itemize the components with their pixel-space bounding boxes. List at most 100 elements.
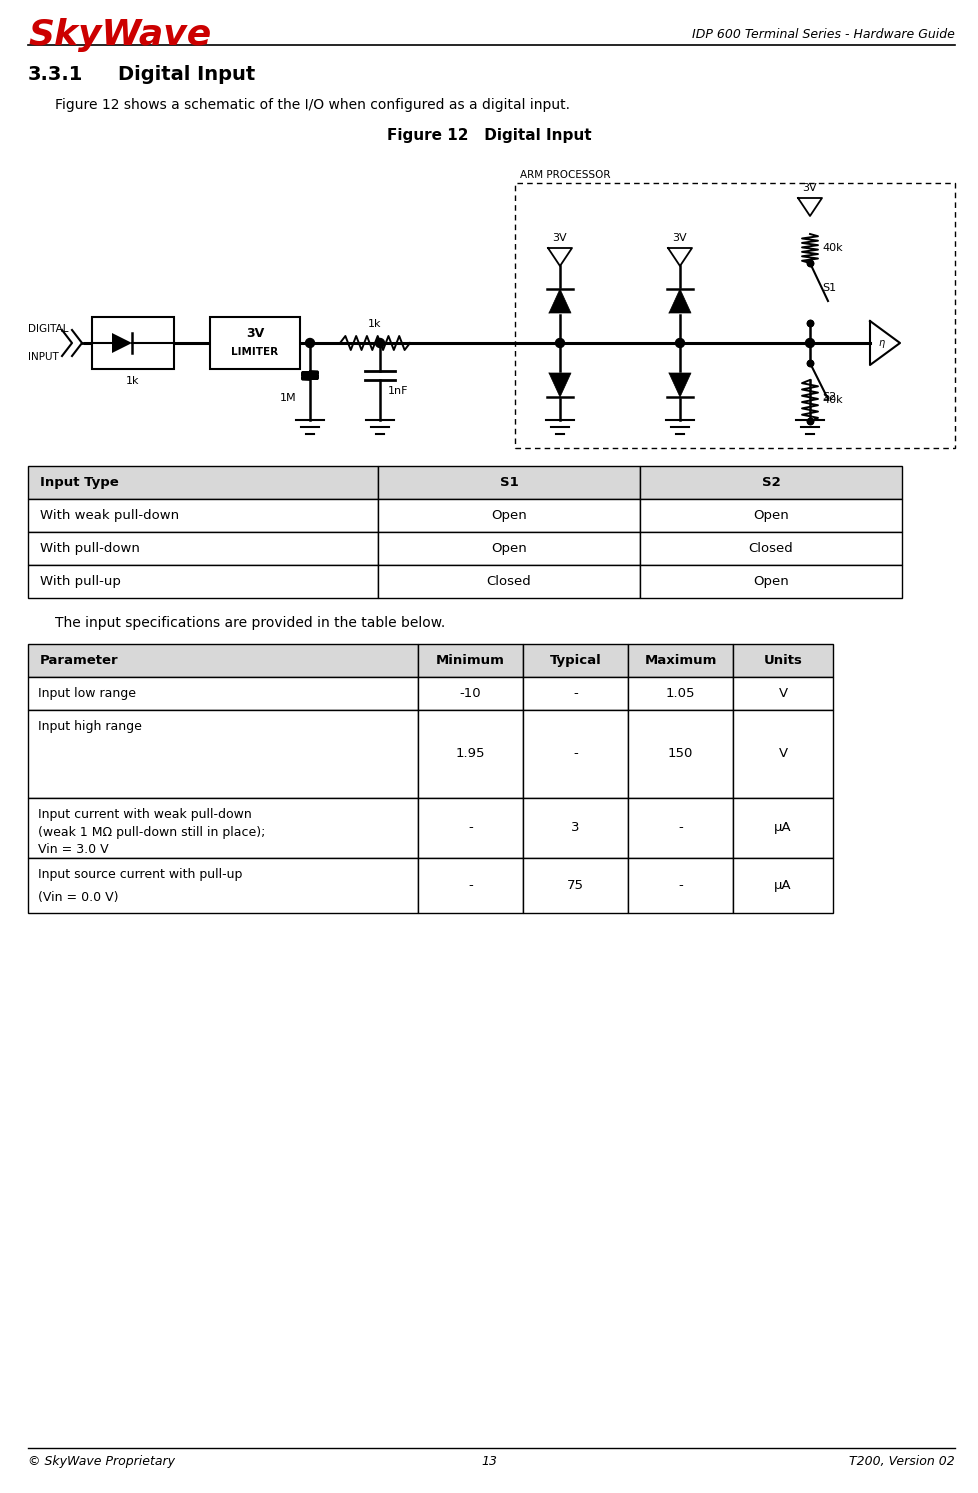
Text: Input Type: Input Type	[40, 476, 118, 490]
Text: Typical: Typical	[549, 654, 600, 667]
Circle shape	[555, 339, 564, 348]
Text: -10: -10	[460, 687, 481, 700]
Text: LIMITER: LIMITER	[231, 346, 279, 357]
Text: -: -	[467, 821, 472, 835]
Text: η: η	[877, 337, 883, 348]
Text: (Vin = 0.0 V): (Vin = 0.0 V)	[38, 891, 118, 903]
Text: With pull-down: With pull-down	[40, 542, 140, 555]
Text: 40k: 40k	[822, 243, 842, 254]
Text: 75: 75	[566, 879, 584, 891]
Bar	[733, 711, 832, 797]
Text: DIGITAL: DIGITAL	[28, 324, 68, 334]
Text: Vin = 3.0 V: Vin = 3.0 V	[38, 844, 109, 857]
Text: μA: μA	[774, 821, 791, 835]
Circle shape	[675, 339, 684, 348]
Text: 1.05: 1.05	[665, 687, 694, 700]
Text: 3.3.1: 3.3.1	[28, 66, 83, 84]
Bar	[522, 643, 627, 676]
Text: 1k: 1k	[368, 320, 381, 328]
Polygon shape	[111, 333, 132, 352]
Text: V: V	[778, 687, 786, 700]
Bar	[522, 797, 627, 858]
Polygon shape	[668, 373, 690, 397]
Text: -: -	[572, 687, 577, 700]
Bar	[28, 797, 418, 858]
Text: T200, Version 02: T200, Version 02	[848, 1456, 954, 1468]
Bar	[522, 711, 627, 797]
Bar	[28, 532, 378, 564]
Text: 1nF: 1nF	[387, 387, 408, 396]
Text: (weak 1 MΩ pull-down still in place);: (weak 1 MΩ pull-down still in place);	[38, 826, 265, 839]
Bar	[210, 317, 299, 369]
Text: Open: Open	[491, 509, 526, 523]
Text: SkyWave: SkyWave	[28, 18, 211, 52]
Text: IDP 600 Terminal Series - Hardware Guide: IDP 600 Terminal Series - Hardware Guide	[691, 28, 954, 40]
Text: -: -	[678, 821, 683, 835]
Text: 1k: 1k	[126, 376, 140, 387]
Bar	[92, 317, 174, 369]
Text: S1: S1	[499, 476, 517, 490]
Circle shape	[376, 339, 384, 348]
Text: © SkyWave Proprietary: © SkyWave Proprietary	[28, 1456, 175, 1468]
Text: Digital Input: Digital Input	[118, 66, 255, 84]
Text: Units: Units	[763, 654, 802, 667]
Text: 1.95: 1.95	[456, 748, 485, 760]
Bar	[627, 643, 733, 676]
Text: 40k: 40k	[822, 396, 842, 406]
Text: Closed: Closed	[486, 575, 531, 588]
Text: V: V	[778, 748, 786, 760]
Text: 3V: 3V	[672, 233, 687, 243]
Bar	[733, 676, 832, 711]
Text: S2: S2	[761, 476, 779, 490]
Text: ARM PROCESSOR: ARM PROCESSOR	[519, 170, 610, 181]
Bar	[640, 564, 901, 599]
Text: Input high range: Input high range	[38, 720, 142, 733]
Text: Input current with weak pull-down: Input current with weak pull-down	[38, 808, 251, 821]
Bar	[418, 676, 522, 711]
Text: -: -	[572, 748, 577, 760]
Text: The input specifications are provided in the table below.: The input specifications are provided in…	[55, 617, 445, 630]
Bar	[627, 711, 733, 797]
Bar	[28, 711, 418, 797]
Bar	[28, 499, 378, 532]
Text: Figure 12 shows a schematic of the I/O when configured as a digital input.: Figure 12 shows a schematic of the I/O w…	[55, 99, 569, 112]
Bar	[378, 564, 640, 599]
Bar	[378, 499, 640, 532]
Text: 3: 3	[571, 821, 579, 835]
Polygon shape	[549, 290, 570, 314]
Bar	[418, 643, 522, 676]
Text: Closed: Closed	[748, 542, 792, 555]
Text: -: -	[678, 879, 683, 891]
Text: μA: μA	[774, 879, 791, 891]
Text: Open: Open	[491, 542, 526, 555]
Bar	[733, 643, 832, 676]
Circle shape	[305, 339, 314, 348]
Text: 3V: 3V	[553, 233, 566, 243]
Bar	[378, 532, 640, 564]
Text: Input source current with pull-up: Input source current with pull-up	[38, 867, 243, 881]
Text: -: -	[467, 879, 472, 891]
Bar	[28, 858, 418, 914]
Text: S2: S2	[822, 393, 835, 402]
Circle shape	[805, 339, 814, 348]
Text: Minimum: Minimum	[435, 654, 505, 667]
Text: Input low range: Input low range	[38, 687, 136, 700]
Bar	[418, 797, 522, 858]
Bar	[28, 564, 378, 599]
Text: Open: Open	[752, 575, 788, 588]
Text: Open: Open	[752, 509, 788, 523]
Bar	[514, 184, 954, 448]
Bar	[28, 643, 418, 676]
Bar	[640, 499, 901, 532]
Bar	[627, 676, 733, 711]
Bar	[733, 858, 832, 914]
Bar	[28, 466, 378, 499]
Bar	[418, 711, 522, 797]
Text: 150: 150	[667, 748, 692, 760]
Text: 3V: 3V	[245, 327, 264, 340]
Text: Figure 12   Digital Input: Figure 12 Digital Input	[386, 128, 592, 143]
Polygon shape	[668, 290, 690, 314]
Text: 13: 13	[481, 1456, 497, 1468]
Bar	[28, 676, 418, 711]
Polygon shape	[549, 373, 570, 397]
